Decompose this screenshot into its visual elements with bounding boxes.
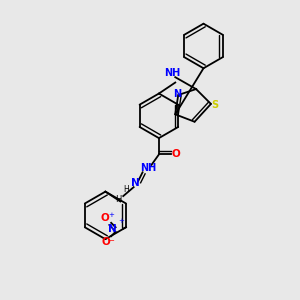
Text: −: − [108,238,114,244]
Text: +: + [108,212,114,218]
Text: N: N [173,88,181,98]
Text: +: + [118,218,124,224]
Text: N: N [131,178,140,188]
Text: H: H [123,185,128,194]
Text: O: O [101,237,110,247]
Text: H: H [116,194,122,203]
Text: NH: NH [140,163,157,173]
Text: S: S [211,100,218,110]
Text: N: N [108,224,117,234]
Text: O: O [101,213,110,223]
Text: NH: NH [164,68,180,78]
Text: O: O [172,149,180,160]
